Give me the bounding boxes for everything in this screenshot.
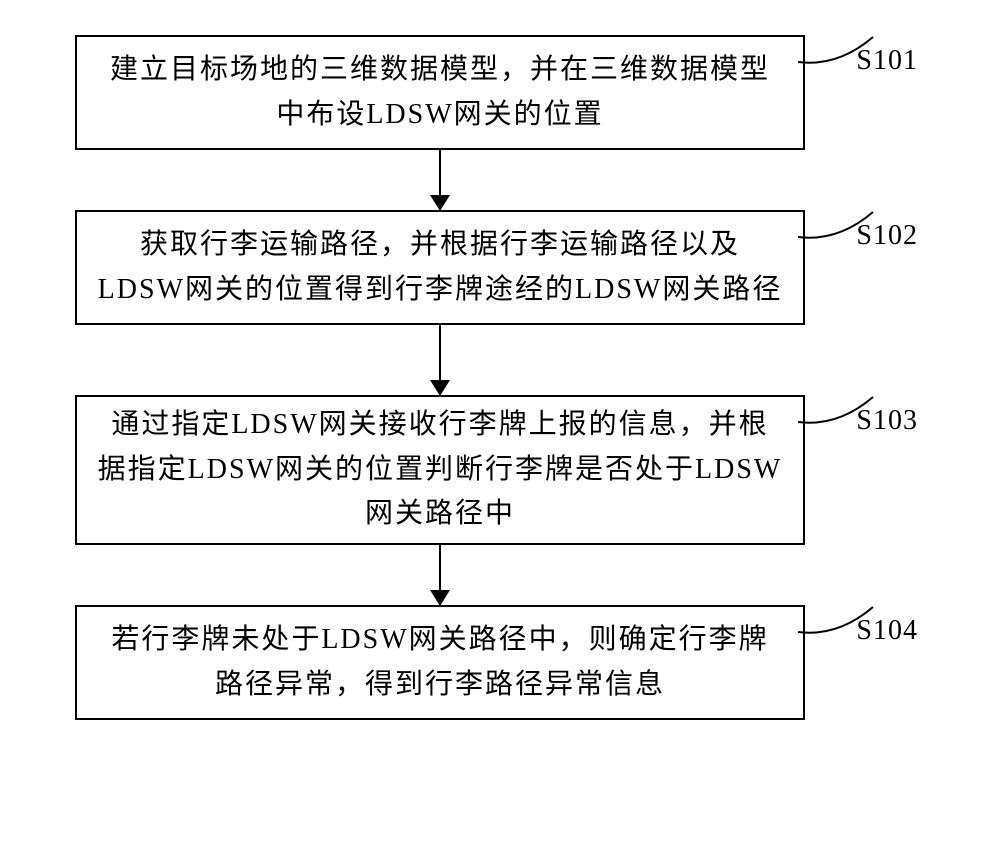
arrow-2: [439, 325, 441, 395]
arrow-3: [439, 545, 441, 605]
arrow-container-2: [75, 325, 805, 395]
arrow-container-3: [75, 545, 805, 605]
flow-box-s102: 获取行李运输路径，并根据行李运输路径以及LDSW网关的位置得到行李牌途经的LDS…: [75, 210, 805, 325]
flow-text-s103: 通过指定LDSW网关接收行李牌上报的信息，并根据指定LDSW网关的位置判断行李牌…: [97, 403, 783, 537]
arrow-container-1: [75, 150, 805, 210]
flow-box-s103: 通过指定LDSW网关接收行李牌上报的信息，并根据指定LDSW网关的位置判断行李牌…: [75, 395, 805, 545]
step-label-s104: S104: [856, 615, 918, 647]
step-label-s103: S103: [856, 405, 918, 437]
step-label-s102: S102: [856, 220, 918, 252]
flow-text-s102: 获取行李运输路径，并根据行李运输路径以及LDSW网关的位置得到行李牌途经的LDS…: [97, 223, 783, 313]
step-label-s101: S101: [856, 45, 918, 77]
flow-text-s104: 若行李牌未处于LDSW网关路径中，则确定行李牌路径异常，得到行李路径异常信息: [97, 618, 783, 708]
arrow-1: [439, 150, 441, 210]
flow-box-s104: 若行李牌未处于LDSW网关路径中，则确定行李牌路径异常，得到行李路径异常信息 S…: [75, 605, 805, 720]
flow-box-s101: 建立目标场地的三维数据模型，并在三维数据模型中布设LDSW网关的位置 S101: [75, 35, 805, 150]
flowchart-container: 建立目标场地的三维数据模型，并在三维数据模型中布设LDSW网关的位置 S101 …: [75, 35, 925, 720]
flow-text-s101: 建立目标场地的三维数据模型，并在三维数据模型中布设LDSW网关的位置: [97, 48, 783, 138]
